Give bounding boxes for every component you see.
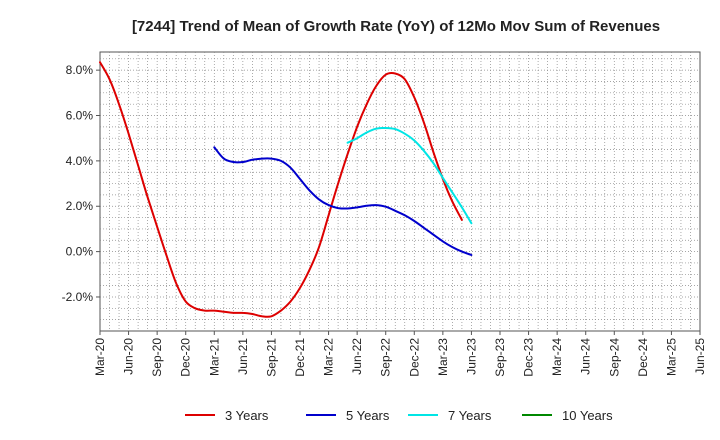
y-tick-label: -2.0%	[62, 290, 94, 304]
x-tick-label: Jun-21	[236, 338, 250, 375]
series-lines	[99, 61, 473, 318]
x-tick-label: Mar-23	[436, 338, 450, 376]
x-tick-label: Dec-24	[636, 338, 650, 377]
x-tick-label: Sep-21	[264, 338, 278, 377]
x-tick-label: Jun-24	[579, 338, 593, 375]
legend: 3 Years 5 Years 7 Years 10 Years	[185, 408, 613, 423]
y-tick-label: 0.0%	[66, 245, 94, 259]
x-tick-label: Dec-20	[179, 338, 193, 377]
x-tick-label: Jun-22	[350, 338, 364, 375]
x-tick-label: Mar-24	[550, 338, 564, 376]
y-tick-label: 6.0%	[66, 109, 94, 123]
chart-title: [7244] Trend of Mean of Growth Rate (YoY…	[132, 18, 660, 35]
x-tick-label: Mar-25	[664, 338, 678, 376]
y-tick-label: 8.0%	[66, 63, 94, 77]
grid-lines-horizontal	[100, 58, 700, 321]
x-tick-label: Mar-20	[93, 338, 107, 376]
series-line-5-years	[213, 146, 473, 256]
legend-label: 3 Years	[225, 408, 269, 423]
x-tick-label: Jun-20	[122, 338, 136, 375]
x-tick-label: Sep-22	[379, 338, 393, 377]
series-line-3-years	[99, 61, 463, 318]
x-tick-label: Jun-23	[464, 338, 478, 375]
legend-label: 5 Years	[346, 408, 390, 423]
x-tick-label: Sep-23	[493, 338, 507, 377]
legend-label: 7 Years	[448, 408, 492, 423]
x-tick-label: Jun-25	[693, 338, 707, 375]
y-tick-label: 4.0%	[66, 154, 94, 168]
x-tick-label: Dec-22	[407, 338, 421, 377]
x-tick-label: Dec-23	[522, 338, 536, 377]
plot-area	[99, 51, 701, 332]
x-tick-label: Sep-20	[150, 338, 164, 377]
x-tick-label: Dec-21	[293, 338, 307, 377]
y-tick-label: 2.0%	[66, 199, 94, 213]
x-tick-label: Sep-24	[607, 338, 621, 377]
x-tick-label: Mar-22	[322, 338, 336, 376]
x-tick-label: Mar-21	[207, 338, 221, 376]
legend-label: 10 Years	[562, 408, 613, 423]
series-line-7-years	[346, 126, 473, 225]
x-axis-ticks: Mar-20 Jun-20 Sep-20 Dec-20 Mar-21 Jun-21 Sep-…	[93, 331, 707, 377]
y-axis-ticks: -2.0% 0.0% 2.0% 4.0% 6.0% 8.0%	[62, 63, 100, 304]
